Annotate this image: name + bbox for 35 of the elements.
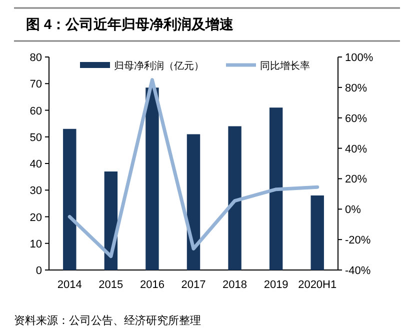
- x-tick-label: 2017: [181, 279, 206, 291]
- y2-tick-label: -40%: [345, 265, 371, 277]
- y2-tick-label: 80%: [345, 82, 368, 94]
- line-series: [68, 78, 320, 258]
- bar: [186, 134, 200, 270]
- y-tick-label: 70: [30, 78, 42, 91]
- bar: [228, 126, 242, 270]
- bar: [310, 195, 324, 270]
- legend-label: 归母净利润（亿元）: [114, 60, 204, 72]
- x-tick-label: 2020H1: [298, 279, 337, 291]
- y2-tick-label: 60%: [345, 112, 368, 125]
- y2-tick-label: 40%: [345, 143, 368, 156]
- x-tick-label: 2018: [222, 279, 248, 291]
- chart-title: 图 4：公司近年归母净利润及增速: [26, 16, 235, 32]
- y-tick-label: 50: [30, 132, 42, 144]
- y2-tick-label: 100%: [345, 52, 374, 64]
- y-tick-label: 40: [30, 158, 42, 170]
- x-tick-label: 2015: [98, 279, 124, 291]
- y2-tick-label: 0%: [345, 204, 362, 216]
- y-tick-label: 0: [36, 265, 42, 277]
- y-tick-label: 60: [30, 105, 42, 118]
- y-tick-label: 30: [30, 185, 42, 198]
- y2-tick-label: 20%: [345, 174, 368, 186]
- legend-label: 同比增长率: [260, 60, 310, 72]
- y-tick-label: 80: [30, 52, 42, 64]
- y2-tick-label: -20%: [345, 234, 371, 247]
- y-tick-label: 10: [30, 238, 42, 250]
- text: 资料来源：公司公告、经济研究所整理: [14, 314, 201, 327]
- bar: [63, 128, 76, 270]
- bar: [146, 88, 159, 270]
- x-tick-label: 2016: [140, 279, 164, 291]
- x-tick-label: 2019: [264, 279, 288, 291]
- x-tick-label: 2014: [57, 279, 82, 291]
- bar: [269, 108, 283, 270]
- y-tick-label: 20: [30, 212, 42, 224]
